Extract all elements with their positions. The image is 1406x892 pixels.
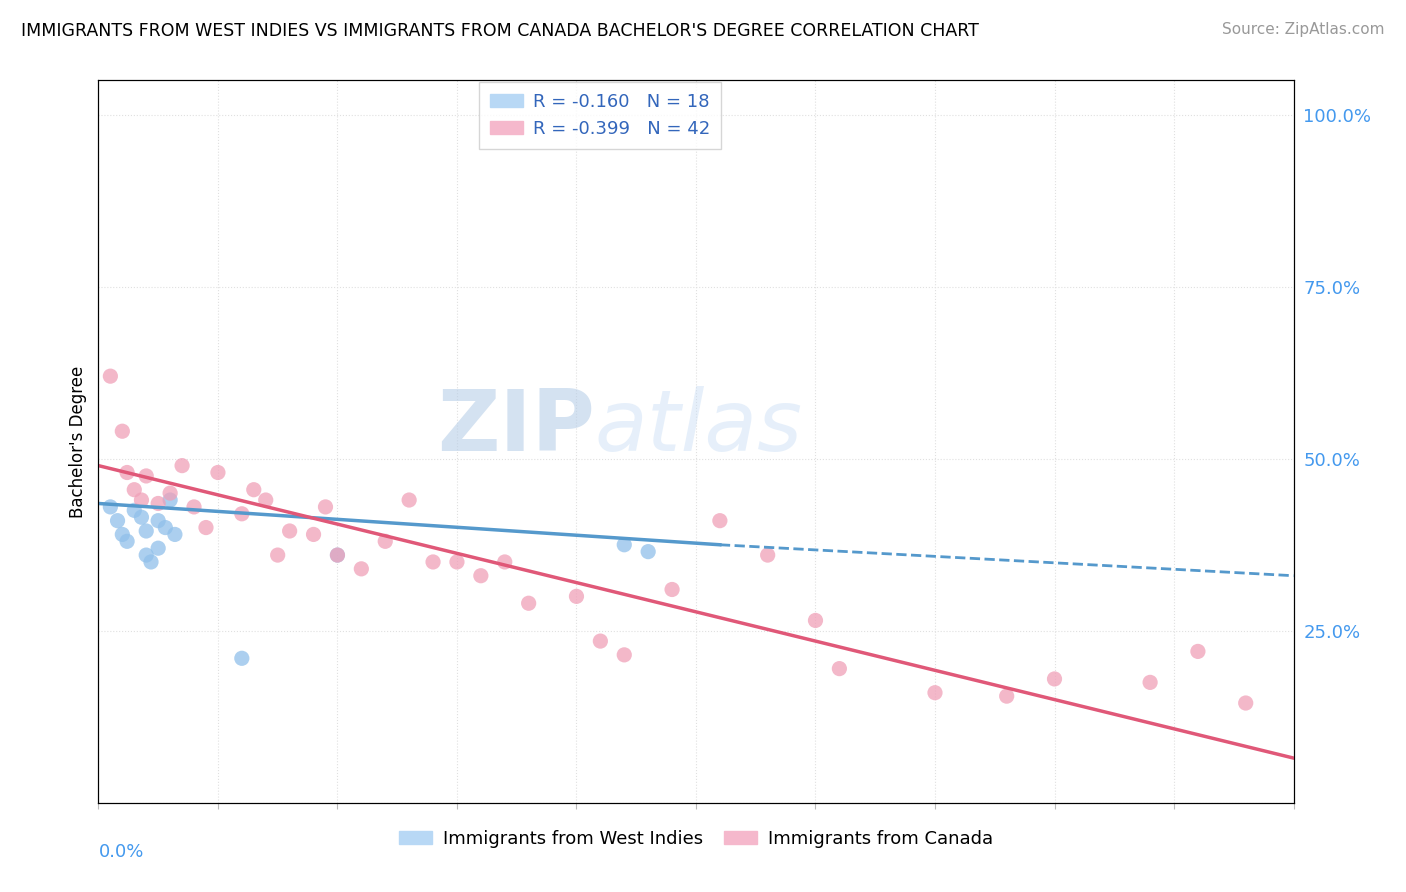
Point xyxy=(195,520,218,534)
Point xyxy=(326,548,349,562)
Point xyxy=(756,548,779,562)
Point xyxy=(135,524,157,538)
Point xyxy=(243,483,266,497)
Text: IMMIGRANTS FROM WEST INDIES VS IMMIGRANTS FROM CANADA BACHELOR'S DEGREE CORRELAT: IMMIGRANTS FROM WEST INDIES VS IMMIGRANT… xyxy=(21,22,979,40)
Point xyxy=(159,486,181,500)
Point xyxy=(1187,644,1209,658)
Point xyxy=(1139,675,1161,690)
Point xyxy=(139,555,162,569)
Point xyxy=(470,568,492,582)
Point xyxy=(172,458,194,473)
Point xyxy=(613,538,636,552)
Point xyxy=(115,466,138,480)
Point xyxy=(709,514,731,528)
Point xyxy=(148,514,170,528)
Text: Source: ZipAtlas.com: Source: ZipAtlas.com xyxy=(1222,22,1385,37)
Point xyxy=(637,544,659,558)
Point xyxy=(231,651,253,665)
Point xyxy=(589,634,612,648)
Point xyxy=(804,614,827,628)
Point xyxy=(565,590,588,604)
Point xyxy=(267,548,290,562)
Point xyxy=(131,493,153,508)
Point xyxy=(231,507,253,521)
Point xyxy=(107,514,129,528)
Point xyxy=(111,527,134,541)
Point xyxy=(98,500,122,514)
Point xyxy=(183,500,205,514)
Point xyxy=(494,555,516,569)
Text: atlas: atlas xyxy=(595,385,803,468)
Point xyxy=(278,524,301,538)
Point xyxy=(148,541,170,556)
Point xyxy=(398,493,420,508)
Point xyxy=(924,686,946,700)
Point xyxy=(422,555,444,569)
Point xyxy=(163,527,186,541)
Point xyxy=(159,493,181,508)
Point xyxy=(135,548,157,562)
Point xyxy=(517,596,540,610)
Point xyxy=(828,662,851,676)
Point xyxy=(613,648,636,662)
Point xyxy=(115,534,138,549)
Point xyxy=(131,510,153,524)
Point xyxy=(254,493,277,508)
Point xyxy=(124,483,146,497)
Point xyxy=(326,548,349,562)
Point xyxy=(350,562,373,576)
Point xyxy=(1234,696,1257,710)
Point xyxy=(1043,672,1066,686)
Point xyxy=(98,369,122,384)
Point xyxy=(374,534,396,549)
Point xyxy=(995,689,1018,703)
Point xyxy=(207,466,229,480)
Point xyxy=(124,503,146,517)
Point xyxy=(148,496,170,510)
Point xyxy=(661,582,683,597)
Legend: Immigrants from West Indies, Immigrants from Canada: Immigrants from West Indies, Immigrants … xyxy=(392,822,1000,855)
Point xyxy=(155,520,177,534)
Point xyxy=(446,555,468,569)
Y-axis label: Bachelor's Degree: Bachelor's Degree xyxy=(69,366,87,517)
Point xyxy=(135,469,157,483)
Point xyxy=(111,424,134,438)
Text: ZIP: ZIP xyxy=(437,385,595,468)
Point xyxy=(302,527,325,541)
Point xyxy=(315,500,337,514)
Text: 0.0%: 0.0% xyxy=(98,843,143,861)
